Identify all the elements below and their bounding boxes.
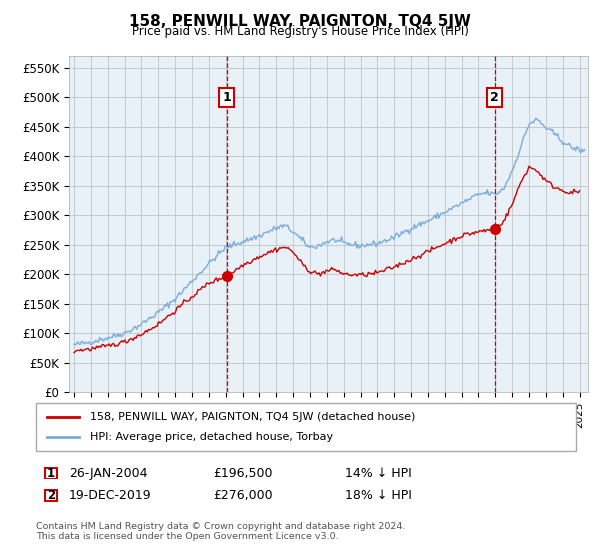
Text: Price paid vs. HM Land Registry's House Price Index (HPI): Price paid vs. HM Land Registry's House …	[131, 25, 469, 38]
Text: 2: 2	[47, 489, 55, 502]
Text: 2: 2	[490, 91, 499, 104]
FancyBboxPatch shape	[45, 490, 57, 501]
Text: 1: 1	[223, 91, 231, 104]
Text: 14% ↓ HPI: 14% ↓ HPI	[345, 466, 412, 480]
Text: 1: 1	[47, 466, 55, 480]
FancyBboxPatch shape	[45, 468, 57, 479]
Text: HPI: Average price, detached house, Torbay: HPI: Average price, detached house, Torb…	[90, 432, 333, 442]
Text: 158, PENWILL WAY, PAIGNTON, TQ4 5JW (detached house): 158, PENWILL WAY, PAIGNTON, TQ4 5JW (det…	[90, 412, 415, 422]
FancyBboxPatch shape	[36, 403, 576, 451]
Text: £196,500: £196,500	[213, 466, 272, 480]
Text: £276,000: £276,000	[213, 489, 272, 502]
Text: 158, PENWILL WAY, PAIGNTON, TQ4 5JW: 158, PENWILL WAY, PAIGNTON, TQ4 5JW	[129, 14, 471, 29]
Text: Contains HM Land Registry data © Crown copyright and database right 2024.
This d: Contains HM Land Registry data © Crown c…	[36, 522, 406, 542]
Text: 26-JAN-2004: 26-JAN-2004	[69, 466, 148, 480]
Text: 19-DEC-2019: 19-DEC-2019	[69, 489, 152, 502]
Text: 18% ↓ HPI: 18% ↓ HPI	[345, 489, 412, 502]
